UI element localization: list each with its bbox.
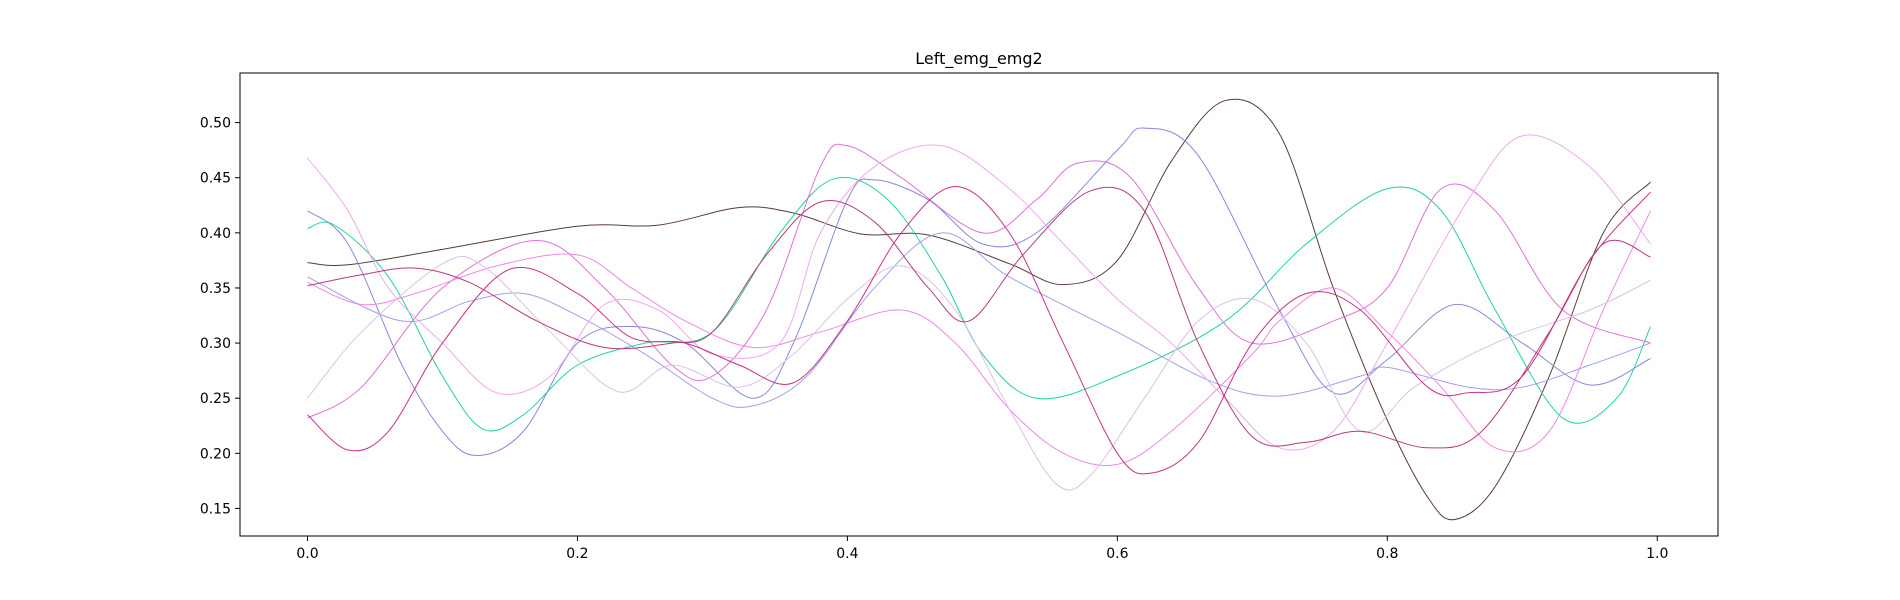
series-line-4 xyxy=(307,232,1651,408)
plot-frame xyxy=(239,72,1719,537)
series-line-3 xyxy=(307,127,1651,457)
y-tick-label-2: 0.20 xyxy=(200,446,231,462)
y-tick-label-5: 0.35 xyxy=(200,281,231,297)
x-tick-label-1: 0.0 xyxy=(296,546,318,562)
series-layer xyxy=(307,98,1651,521)
x-tick-label-2: 0.2 xyxy=(566,546,588,562)
x-axis: 0.0 0.2 0.4 0.6 0.8 1.0 xyxy=(296,536,1668,562)
x-tick-label-6: 1.0 xyxy=(1646,546,1668,562)
y-tick-label-4: 0.30 xyxy=(200,336,231,352)
y-tick-label-1: 0.15 xyxy=(200,501,231,517)
series-line-8 xyxy=(307,255,1651,491)
y-axis: 0.15 0.20 0.25 0.30 0.35 0.40 0.45 0.50 xyxy=(200,116,240,517)
series-line-2 xyxy=(307,176,1651,432)
y-tick-label-7: 0.45 xyxy=(200,171,231,187)
y-tick-label-6: 0.40 xyxy=(200,226,231,242)
series-line-10 xyxy=(307,186,1651,449)
series-line-1 xyxy=(307,98,1651,521)
y-tick-label-3: 0.25 xyxy=(200,391,231,407)
series-line-6 xyxy=(307,210,1651,466)
series-line-5 xyxy=(307,143,1651,419)
chart-title: Left_emg_emg2 xyxy=(915,49,1042,69)
x-tick-label-4: 0.6 xyxy=(1106,546,1128,562)
series-line-9 xyxy=(307,186,1651,475)
y-tick-label-8: 0.50 xyxy=(200,116,231,132)
series-line-7 xyxy=(307,134,1651,451)
x-tick-label-5: 0.8 xyxy=(1376,546,1398,562)
x-tick-label-3: 0.4 xyxy=(836,546,858,562)
